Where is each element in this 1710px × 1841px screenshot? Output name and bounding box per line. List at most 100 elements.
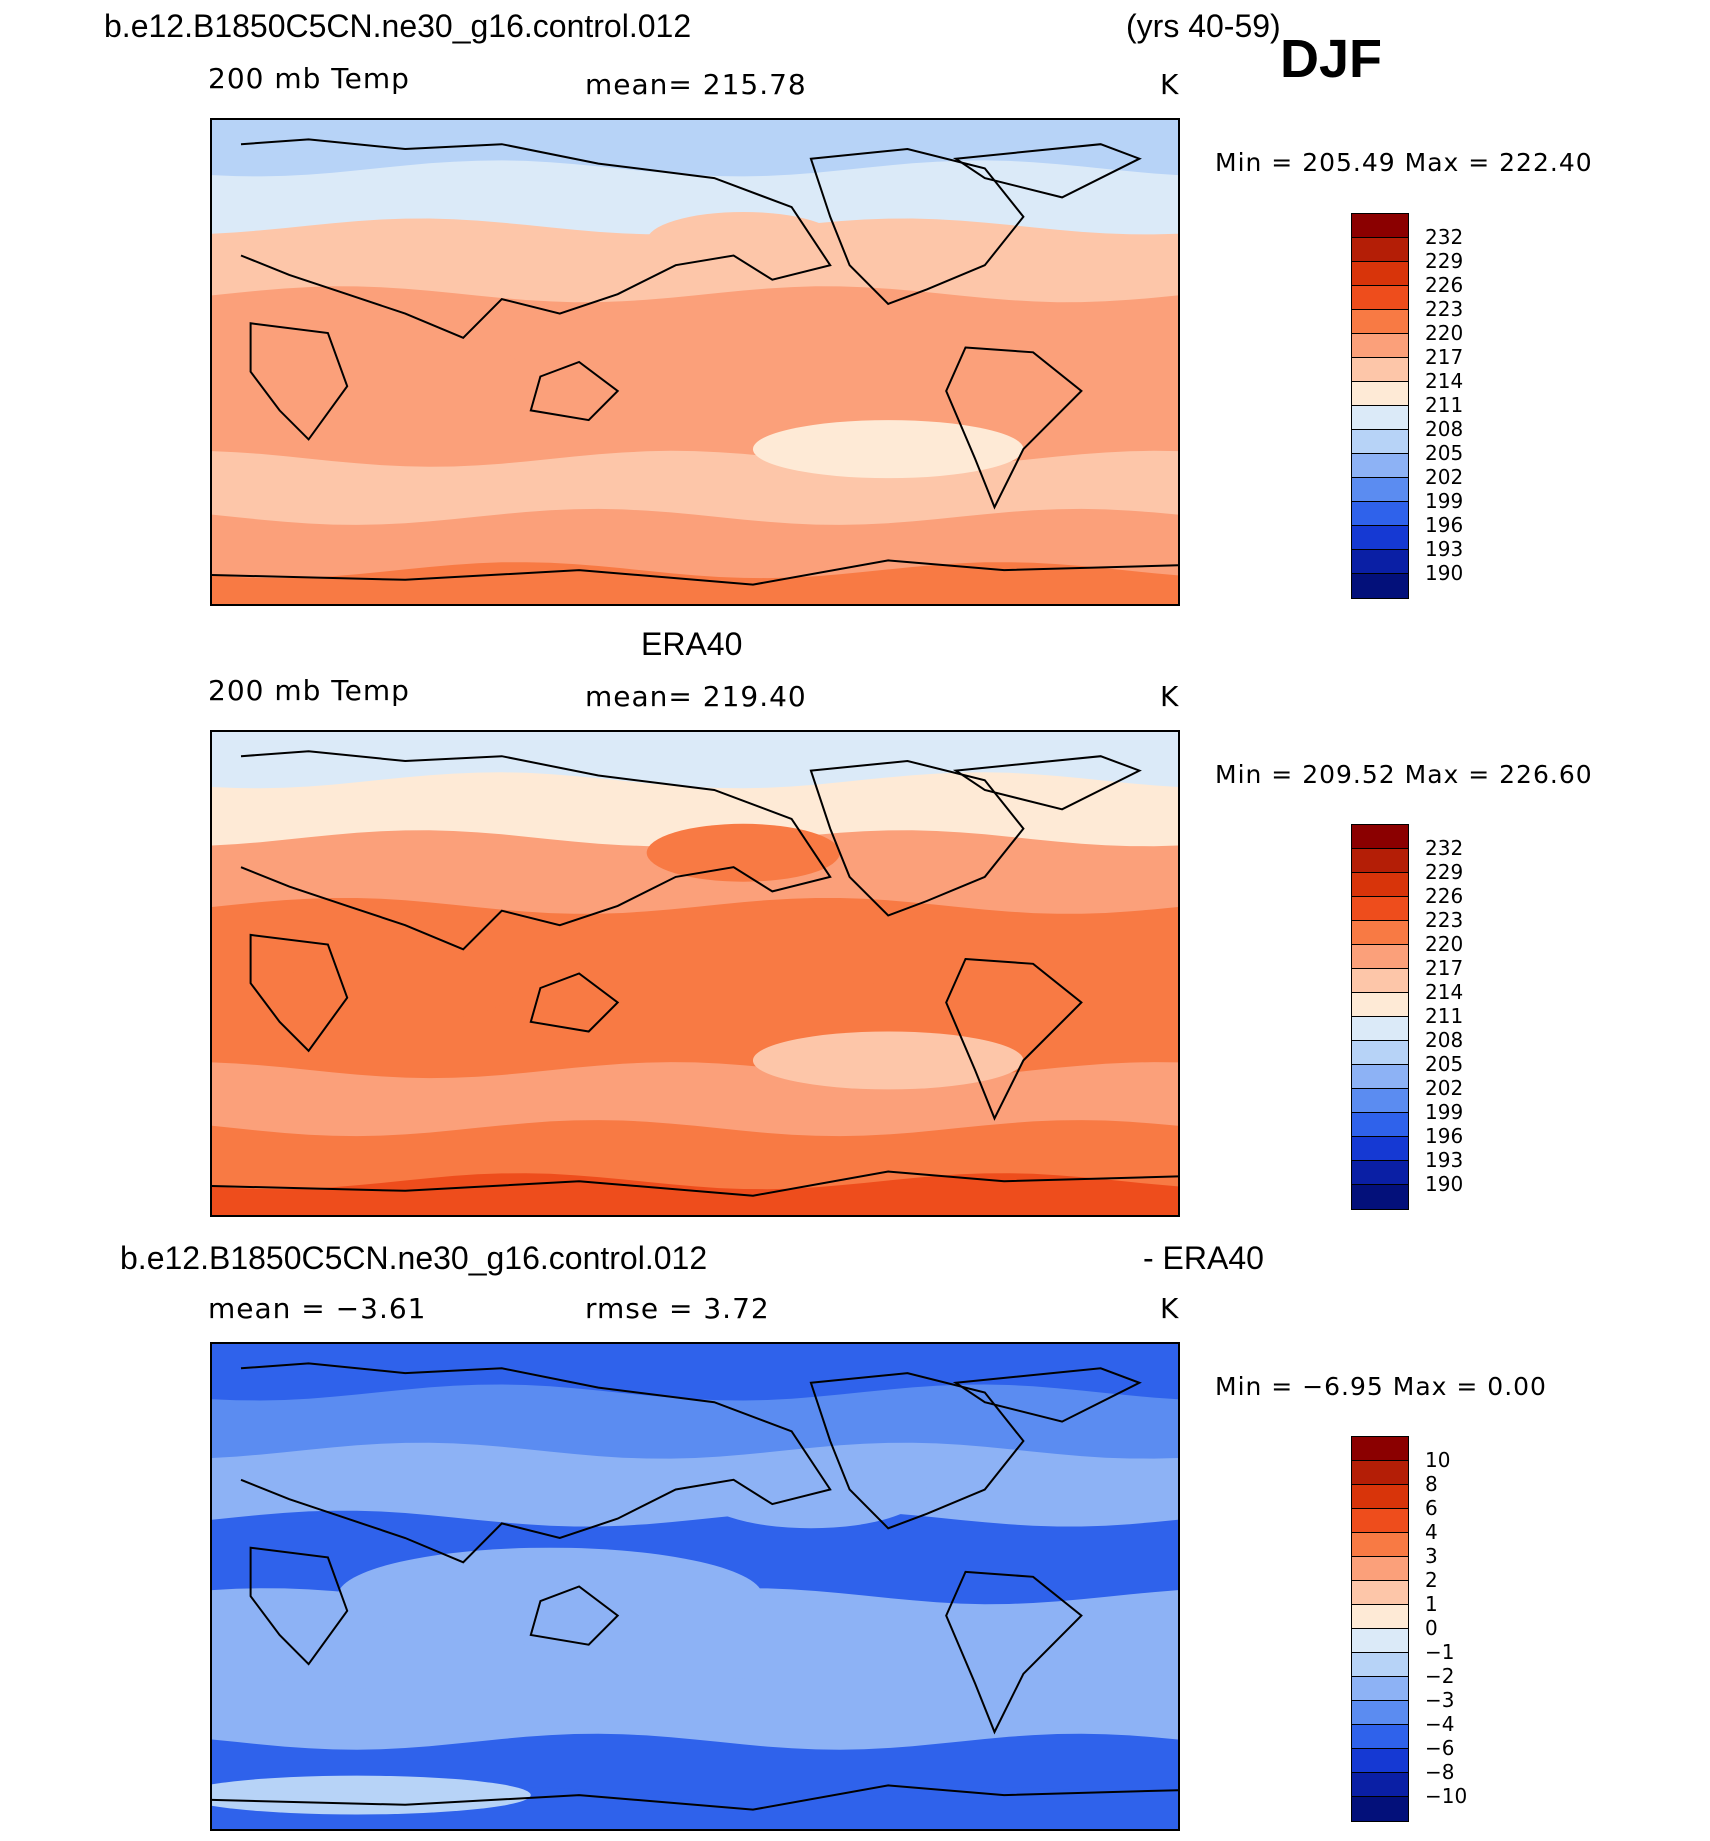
colorbar-label: −3 bbox=[1425, 1688, 1455, 1712]
colorbar-swatch bbox=[1352, 526, 1408, 550]
colorbar-label: −6 bbox=[1425, 1736, 1455, 1760]
colorbar-label: 223 bbox=[1425, 297, 1464, 321]
coastline bbox=[529, 972, 620, 1033]
colorbar-swatch bbox=[1352, 921, 1408, 945]
coastline bbox=[212, 559, 1178, 586]
panel1-units: K bbox=[1160, 68, 1180, 101]
colorbar-swatch bbox=[1352, 1653, 1408, 1677]
colorbar-label: 3 bbox=[1425, 1544, 1438, 1568]
colorbar-swatch bbox=[1352, 238, 1408, 262]
coastline bbox=[249, 322, 349, 441]
panel1-colorbar bbox=[1351, 213, 1409, 599]
colorbar-swatch bbox=[1352, 1017, 1408, 1041]
map-field bbox=[212, 732, 1178, 1215]
colorbar-swatch bbox=[1352, 502, 1408, 526]
panel3-rmse: rmse = 3.72 bbox=[585, 1292, 770, 1325]
colorbar-label: 2 bbox=[1425, 1568, 1438, 1592]
colorbar-swatch bbox=[1352, 406, 1408, 430]
colorbar-swatch bbox=[1352, 1485, 1408, 1509]
panel3-title: b.e12.B1850C5CN.ne30_g16.control.012 bbox=[120, 1240, 708, 1276]
coastline bbox=[945, 1570, 1083, 1735]
panel3-mean: mean = −3.61 bbox=[208, 1292, 427, 1325]
panel2-variable: 200 mb Temp bbox=[208, 674, 410, 707]
coastline bbox=[809, 759, 1025, 917]
contour-blob bbox=[695, 1450, 927, 1529]
colorbar-label: 10 bbox=[1425, 1448, 1451, 1472]
colorbar-swatch bbox=[1352, 262, 1408, 286]
colorbar-label: 217 bbox=[1425, 956, 1464, 980]
coastline bbox=[249, 1546, 349, 1666]
colorbar-label: 199 bbox=[1425, 489, 1464, 513]
colorbar-swatch bbox=[1352, 430, 1408, 454]
colorbar-label: 8 bbox=[1425, 1472, 1438, 1496]
zonal-band-6 bbox=[212, 1120, 1178, 1192]
colorbar-label: 214 bbox=[1425, 980, 1464, 1004]
colorbar-label: −1 bbox=[1425, 1640, 1455, 1664]
colorbar-label: 6 bbox=[1425, 1496, 1438, 1520]
colorbar-swatch bbox=[1352, 310, 1408, 334]
coastline bbox=[952, 755, 1142, 811]
colorbar-swatch bbox=[1352, 1605, 1408, 1629]
colorbar-swatch bbox=[1352, 1041, 1408, 1065]
colorbar-label: 4 bbox=[1425, 1520, 1438, 1544]
colorbar-swatch bbox=[1352, 849, 1408, 873]
colorbar-label: 232 bbox=[1425, 225, 1464, 249]
colorbar-swatch bbox=[1352, 1581, 1408, 1605]
colorbar-label: 220 bbox=[1425, 321, 1464, 345]
season-label: DJF bbox=[1280, 29, 1383, 89]
colorbar-swatch bbox=[1352, 1185, 1408, 1209]
coastline bbox=[809, 147, 1025, 306]
colorbar-label: 229 bbox=[1425, 249, 1464, 273]
colorbar-swatch bbox=[1352, 1089, 1408, 1113]
coastline bbox=[952, 143, 1142, 199]
colorbar-swatch bbox=[1352, 1725, 1408, 1749]
panel2-colorbar bbox=[1351, 824, 1409, 1210]
colorbar-label: 202 bbox=[1425, 465, 1464, 489]
colorbar-label: 1 bbox=[1425, 1592, 1438, 1616]
colorbar-label: 205 bbox=[1425, 441, 1464, 465]
colorbar-label: 190 bbox=[1425, 561, 1464, 585]
contour-blob bbox=[337, 1547, 763, 1645]
colorbar-swatch bbox=[1352, 334, 1408, 358]
colorbar-label: 208 bbox=[1425, 417, 1464, 441]
contour-blob bbox=[646, 211, 840, 271]
colorbar-label: 217 bbox=[1425, 345, 1464, 369]
colorbar-label: 0 bbox=[1425, 1616, 1438, 1640]
colorbar-label: 232 bbox=[1425, 836, 1464, 860]
panel3-minmax: Min = −6.95 Max = 0.00 bbox=[1215, 1372, 1547, 1401]
colorbar-label: 220 bbox=[1425, 932, 1464, 956]
colorbar-swatch bbox=[1352, 382, 1408, 406]
colorbar-swatch bbox=[1352, 897, 1408, 921]
colorbar-swatch bbox=[1352, 1065, 1408, 1089]
colorbar-swatch bbox=[1352, 969, 1408, 993]
colorbar-label: 229 bbox=[1425, 860, 1464, 884]
panel1-map bbox=[210, 118, 1180, 606]
colorbar-swatch bbox=[1352, 1113, 1408, 1137]
colorbar-label: 190 bbox=[1425, 1172, 1464, 1196]
colorbar-swatch bbox=[1352, 214, 1408, 238]
panel1-variable: 200 mb Temp bbox=[208, 62, 410, 95]
colorbar-label: 199 bbox=[1425, 1100, 1464, 1124]
zonal-band-1 bbox=[212, 160, 1178, 237]
panel3-units: K bbox=[1160, 1292, 1180, 1325]
contour-blob bbox=[752, 420, 1024, 479]
coastline bbox=[529, 1585, 620, 1646]
panel1-mean: mean= 215.78 bbox=[585, 68, 807, 101]
colorbar-label: 205 bbox=[1425, 1052, 1464, 1076]
colorbar-label: −8 bbox=[1425, 1760, 1455, 1784]
colorbar-label: −10 bbox=[1425, 1784, 1468, 1808]
colorbar-label: 211 bbox=[1425, 1004, 1464, 1028]
colorbar-swatch bbox=[1352, 1557, 1408, 1581]
colorbar-label: 223 bbox=[1425, 908, 1464, 932]
zonal-band-6 bbox=[212, 508, 1178, 581]
panel2-minmax: Min = 209.52 Max = 226.60 bbox=[1215, 760, 1593, 789]
contour-blob bbox=[646, 823, 840, 882]
contour-blob bbox=[289, 332, 522, 411]
coastline bbox=[212, 1170, 1178, 1197]
colorbar-swatch bbox=[1352, 1461, 1408, 1485]
colorbar-label: 208 bbox=[1425, 1028, 1464, 1052]
contour-blob bbox=[289, 944, 522, 1022]
colorbar-swatch bbox=[1352, 454, 1408, 478]
colorbar-label: 193 bbox=[1425, 537, 1464, 561]
coastline bbox=[809, 1372, 1025, 1530]
